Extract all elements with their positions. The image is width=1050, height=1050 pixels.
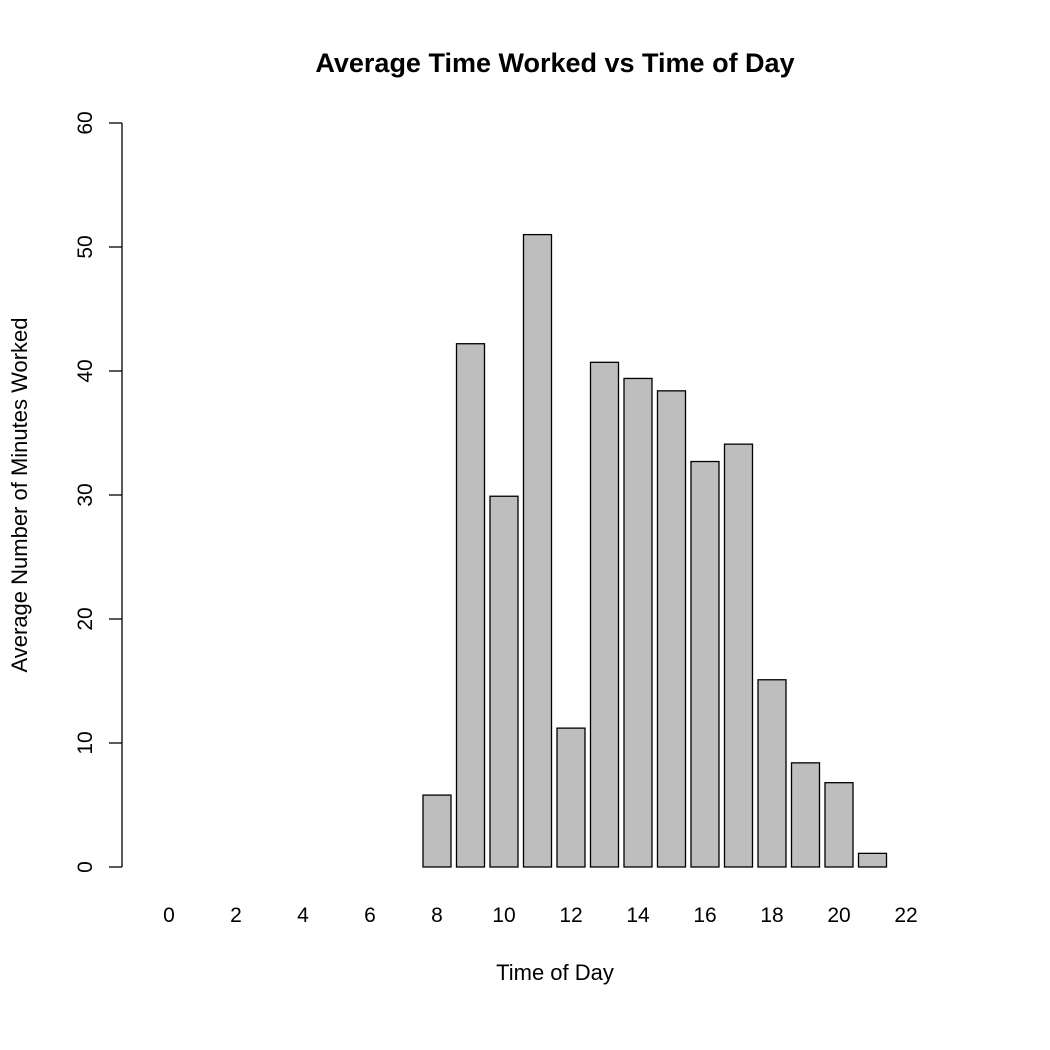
bar-hour-20 <box>824 782 854 868</box>
bar-hour-13 <box>589 361 620 868</box>
bar-hour-16 <box>690 460 720 868</box>
y-tick-label: 40 <box>74 359 97 382</box>
y-tick-label: 20 <box>74 607 97 630</box>
x-tick-label: 12 <box>559 904 582 927</box>
bar-hour-15 <box>656 390 687 868</box>
y-tick-label: 50 <box>74 235 97 258</box>
x-tick-label: 0 <box>163 904 175 927</box>
y-tick-label: 10 <box>74 731 97 754</box>
y-axis: 0 10 20 30 40 50 60 <box>74 111 123 873</box>
bar-hour-17 <box>723 443 754 868</box>
bar-hour-19 <box>790 762 821 868</box>
x-tick-label: 4 <box>297 904 309 927</box>
x-tick-label: 2 <box>230 904 242 927</box>
bar-hour-8 <box>422 794 452 868</box>
bar-hour-12 <box>556 727 586 868</box>
bars <box>422 233 888 868</box>
bar-hour-14 <box>623 377 653 868</box>
x-tick-label: 14 <box>626 904 650 927</box>
x-tick-label: 18 <box>760 904 783 927</box>
x-axis-label: Time of Day <box>496 960 614 985</box>
bar-hour-9 <box>455 343 486 868</box>
x-tick-label: 10 <box>492 904 515 927</box>
y-axis-label: Average Number of Minutes Worked <box>7 317 32 672</box>
x-tick-label: 22 <box>894 904 917 927</box>
bar-hour-18 <box>757 679 787 868</box>
y-tick-label: 0 <box>74 861 97 873</box>
bar-hour-21 <box>857 852 888 868</box>
x-tick-label: 6 <box>364 904 376 927</box>
bar-hour-10 <box>489 495 519 868</box>
bar-hour-11 <box>522 233 553 868</box>
x-tick-label: 20 <box>827 904 850 927</box>
x-axis-ticks: 0 2 4 6 8 10 12 14 16 18 20 22 <box>163 904 918 927</box>
x-tick-label: 8 <box>431 904 443 927</box>
y-tick-label: 60 <box>74 111 97 134</box>
x-tick-label: 16 <box>693 904 716 927</box>
y-tick-label: 30 <box>74 483 97 506</box>
chart-title: Average Time Worked vs Time of Day <box>315 48 794 78</box>
